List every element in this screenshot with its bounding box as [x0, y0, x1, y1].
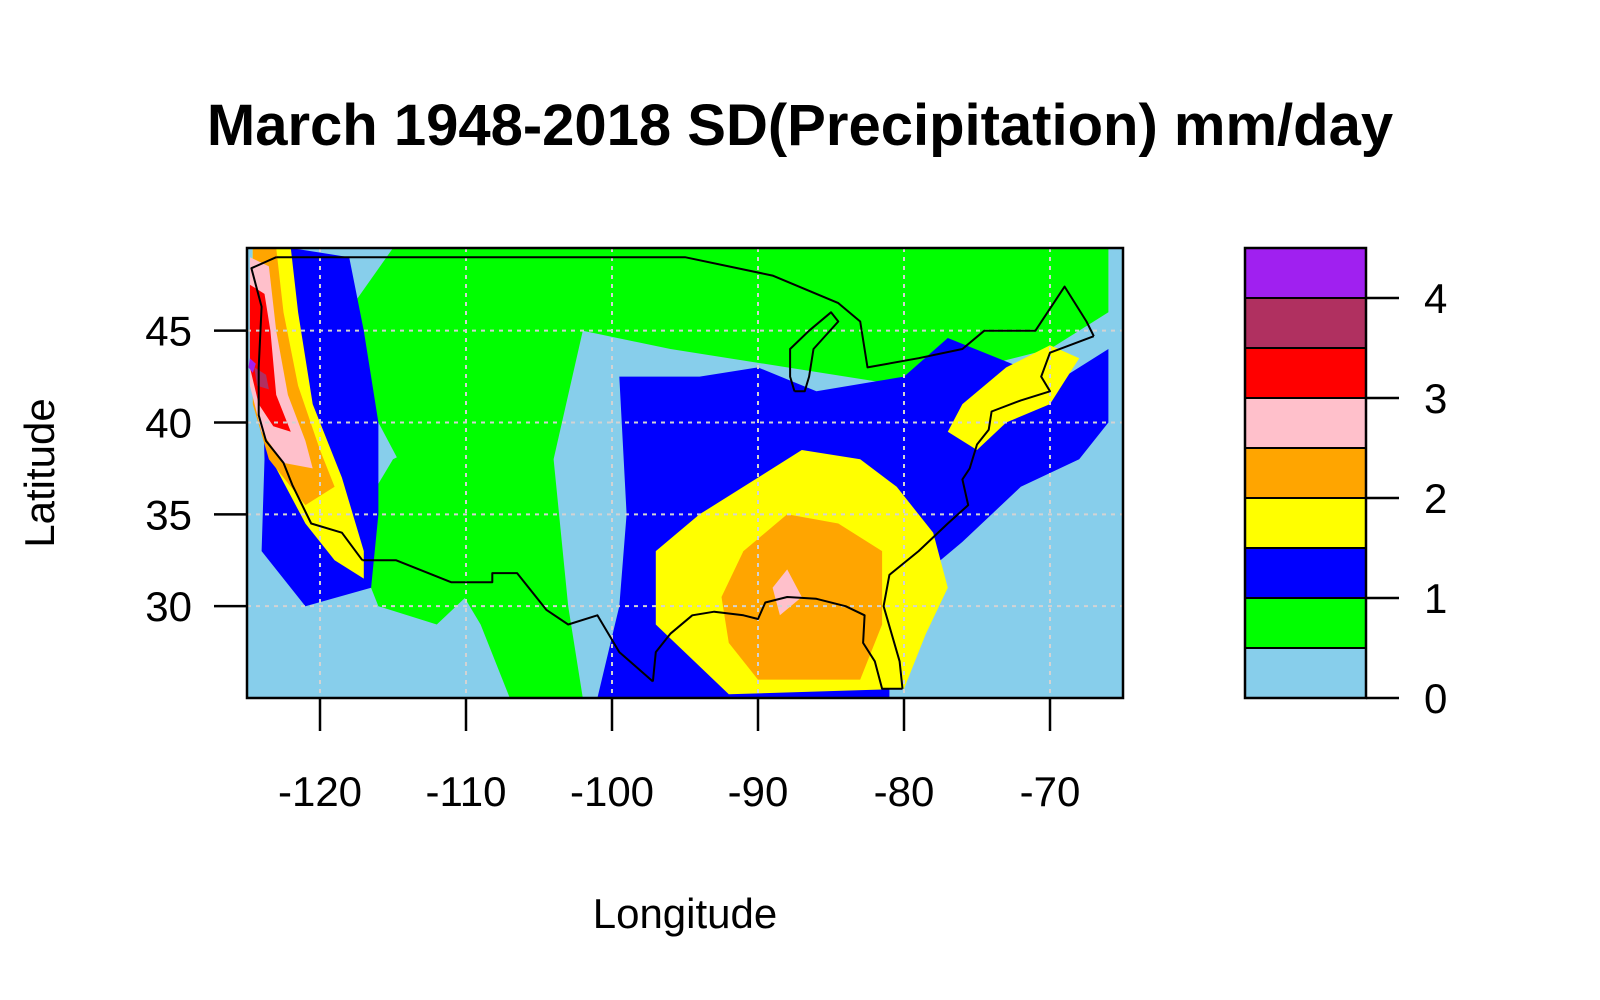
boundary-lines — [250, 256, 1095, 690]
legend-tick-label: 0 — [1424, 675, 1447, 722]
legend-tick-label: 3 — [1424, 375, 1447, 422]
legend-tick-label: 2 — [1424, 475, 1447, 522]
map-panel: -120 -110 -100 -90 -80 -70 30 35 40 45 — [145, 246, 1125, 815]
contour-region-5 — [947, 345, 1080, 450]
color-legend: 0 1 2 3 4 — [1243, 246, 1447, 722]
boundary-line-0 — [276, 256, 1095, 369]
x-axis: -120 -110 -100 -90 -80 -70 — [278, 698, 1080, 815]
legend-swatch-5 — [1244, 397, 1367, 449]
y-axis-label: Latitude — [16, 398, 63, 547]
y-tick-label: 35 — [145, 491, 192, 538]
legend-tick-label: 4 — [1424, 275, 1447, 322]
x-axis-label: Longitude — [593, 890, 778, 937]
map-frame — [245, 246, 1125, 700]
legend-swatch-7 — [1244, 297, 1367, 349]
boundary-line-3 — [362, 559, 654, 683]
x-tick-label: -70 — [1020, 768, 1081, 815]
contour-region-1 — [349, 422, 525, 625]
legend-swatch-0 — [1244, 647, 1367, 699]
x-tick-label: -110 — [426, 768, 507, 815]
boundary-line-4 — [250, 256, 364, 561]
y-tick-label: 30 — [145, 583, 192, 630]
legend-swatch-4 — [1244, 447, 1367, 499]
legend-tick-label: 1 — [1424, 575, 1447, 622]
boundary-line-5 — [789, 311, 840, 393]
y-tick-label: 45 — [145, 308, 192, 355]
y-axis: 30 35 40 45 — [145, 308, 247, 630]
x-tick-label: -90 — [728, 768, 789, 815]
chart-title: March 1948-2018 SD(Precipitation) mm/day — [207, 93, 1393, 158]
legend-frame — [1243, 246, 1368, 700]
contour-region-10 — [772, 569, 802, 616]
legend-swatch-2 — [1244, 547, 1367, 599]
contour-region-13 — [248, 358, 256, 373]
legend-swatch-1 — [1244, 597, 1367, 649]
grid-lines — [247, 248, 1123, 698]
y-tick-label: 40 — [145, 399, 192, 446]
boundary-line-1 — [882, 335, 1095, 689]
x-tick-label: -80 — [874, 768, 935, 815]
legend-swatch-3 — [1244, 497, 1367, 549]
legend-swatch-6 — [1244, 347, 1367, 399]
x-tick-label: -120 — [278, 768, 362, 815]
legend-swatch-8 — [1244, 247, 1367, 299]
boundary-line-2 — [651, 596, 903, 690]
x-tick-label: -100 — [570, 768, 654, 815]
